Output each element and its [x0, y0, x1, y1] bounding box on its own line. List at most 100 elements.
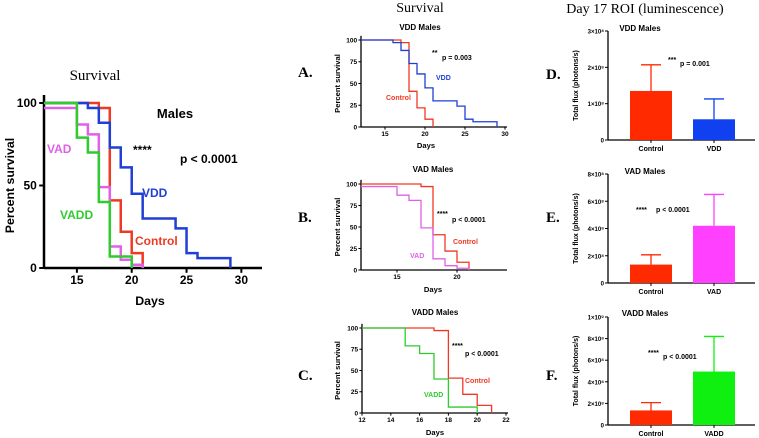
- series-label-vdd: VDD: [436, 75, 451, 82]
- x-tick-label: 25: [180, 273, 194, 287]
- x-axis-label: Days: [417, 141, 435, 150]
- y-tick-label: 4×10⁸: [588, 227, 605, 233]
- p-value: p = 0.003: [442, 55, 472, 62]
- chart-E: 0 2×10⁸ 4×10⁸ 6×10⁸ 8×10⁸ Control VAD VAD Males…: [573, 167, 755, 296]
- y-tick-label: 25: [351, 389, 359, 396]
- y-tick-label: 0: [601, 424, 605, 430]
- series-line-vdd: [361, 39, 498, 127]
- chart-title: Males: [157, 106, 193, 121]
- x-tick-label: 16: [416, 417, 424, 424]
- bar-vadd: [693, 371, 735, 425]
- y-tick-label: 25: [350, 246, 358, 253]
- chart-title: VADD Males: [622, 309, 669, 318]
- x-tick-label: 15: [381, 131, 389, 138]
- x-tick-label: 20: [421, 131, 429, 138]
- header-left: Survival: [70, 68, 121, 84]
- series-label-vdd: VDD: [142, 186, 168, 200]
- y-tick-label: 75: [350, 203, 358, 210]
- x-tick-label: 20: [474, 417, 482, 424]
- x-tick-label: 30: [501, 131, 509, 138]
- x-tick-label: VAD: [707, 289, 721, 296]
- chart-title: VADD Males: [412, 308, 459, 317]
- chart-C: 12 14 16 18 20 22 0 25 50 75 100 Control VADD VADD Ma…: [333, 308, 510, 437]
- significance-stars: ****: [648, 350, 659, 357]
- y-tick-label: 4×10⁸: [588, 380, 605, 386]
- x-tick-label: Control: [639, 431, 664, 438]
- p-value: p < 0.0001: [663, 354, 697, 361]
- p-value: p = 0.001: [680, 61, 710, 68]
- x-tick-label: 25: [461, 131, 469, 138]
- series-label-vadd: VADD: [60, 208, 93, 222]
- x-tick-label: 22: [502, 417, 510, 424]
- y-axis-label: Total flux (photons/s): [573, 193, 580, 264]
- series-label-control: Control: [135, 234, 178, 248]
- x-axis-label: Days: [426, 428, 444, 437]
- y-tick-label: 0: [601, 282, 605, 288]
- y-tick-label: 50: [350, 224, 358, 231]
- series-label-vadd: VADD: [424, 392, 443, 399]
- y-axis-label: Percent survival: [333, 54, 342, 113]
- significance-stars: **: [432, 50, 438, 57]
- y-tick-label: 2×10⁸: [588, 402, 605, 408]
- y-tick-label: 8×10⁸: [588, 173, 605, 179]
- bar-control: [630, 264, 672, 283]
- series-label-control: Control: [386, 95, 411, 102]
- bar-control: [630, 90, 672, 140]
- chart-title: VAD Males: [625, 167, 666, 176]
- y-tick-label: 25: [350, 103, 358, 110]
- series-line-vad: [361, 185, 470, 270]
- x-tick-label: Control: [639, 146, 664, 153]
- p-value: p < 0.0001: [656, 207, 690, 214]
- p-value: p < 0.0001: [465, 351, 499, 358]
- header-middle: Survival: [396, 1, 444, 16]
- y-tick-label: 100: [17, 96, 37, 110]
- x-tick-label: VADD: [704, 431, 723, 438]
- series-label-control: Control: [465, 378, 490, 385]
- series-line-control: [361, 183, 470, 270]
- y-tick-label: 0: [30, 261, 37, 275]
- panel-letter-f: F.: [546, 368, 558, 384]
- y-tick-label: 2×10⁸: [588, 254, 605, 260]
- y-tick-label: 100: [346, 37, 357, 44]
- x-tick-label: 12: [358, 417, 366, 424]
- chart-F: 0 2×10⁸ 4×10⁸ 6×10⁸ 8×10⁸ 1×10⁹ Control VADD VAD…: [573, 309, 755, 438]
- bar-vad: [693, 225, 735, 283]
- y-tick-label: 2×10⁸: [588, 66, 605, 72]
- x-tick-label: Control: [639, 289, 664, 296]
- y-tick-label: 50: [23, 179, 37, 193]
- y-tick-label: 0: [601, 139, 605, 145]
- chart-D: 0 1×10⁸ 2×10⁸ 3×10⁸ Control VDD VDD Males *** p …: [573, 24, 755, 153]
- y-tick-label: 100: [346, 181, 357, 188]
- panel-letter-a: A.: [298, 65, 313, 81]
- significance-stars: ****: [437, 211, 448, 218]
- x-tick-label: 14: [387, 417, 395, 424]
- x-tick-label: VDD: [707, 146, 722, 153]
- x-tick-label: 30: [235, 273, 249, 287]
- header-right: Day 17 ROI (luminescence): [566, 2, 724, 17]
- y-tick-label: 75: [351, 347, 359, 354]
- chart-A: 15 20 25 30 0 25 50 75 100 Control VDD VDD Males ** p…: [333, 23, 509, 150]
- panel-letter-d: D.: [546, 67, 561, 83]
- series-line-control: [361, 39, 434, 127]
- panel-letter-c: C.: [298, 368, 313, 384]
- bar-control: [630, 410, 672, 425]
- significance-stars: ****: [452, 343, 463, 350]
- chart-title: VAD Males: [413, 165, 454, 174]
- y-tick-label: 0: [353, 267, 357, 274]
- panel-letter-b: B.: [298, 210, 312, 226]
- y-axis-label: Total flux (photons/s): [573, 50, 580, 121]
- y-tick-label: 1×10⁸: [588, 102, 605, 108]
- chart-title: VDD Males: [399, 23, 441, 32]
- panel-letter-e: E.: [546, 210, 560, 226]
- series-line-vadd: [44, 101, 133, 268]
- y-tick-label: 8×10⁸: [588, 337, 605, 343]
- x-tick-label: 18: [445, 417, 453, 424]
- bar-vdd: [693, 119, 735, 140]
- y-axis-label: Total flux (photons/s): [573, 336, 580, 407]
- y-tick-label: 0: [354, 410, 358, 417]
- y-tick-label: 100: [347, 325, 358, 332]
- significance-stars: ****: [133, 143, 152, 157]
- series-line-vadd: [362, 327, 478, 413]
- chart-main: 15 20 25 30 0 50 100 Control VDD VAD VADD Males ****…: [3, 95, 262, 308]
- y-axis-label: Percent survival: [333, 341, 342, 400]
